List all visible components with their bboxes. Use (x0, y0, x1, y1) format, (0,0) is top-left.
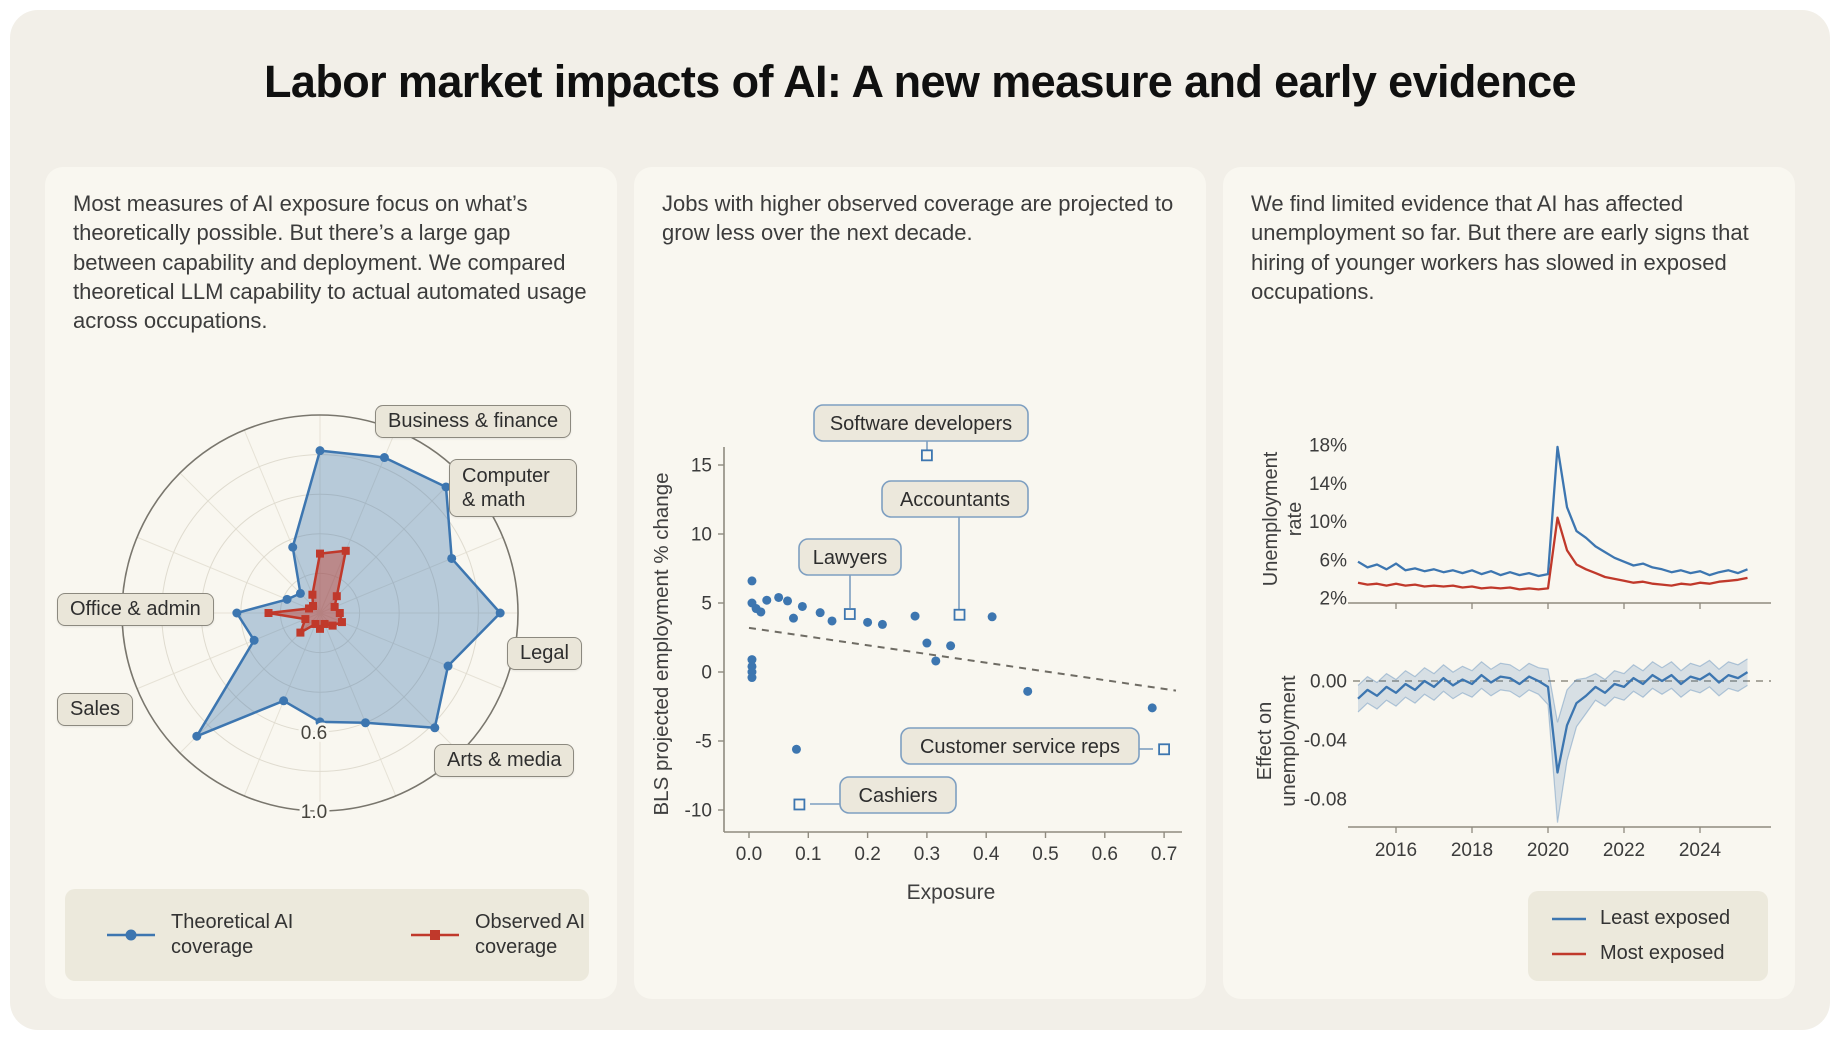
lines-panel-intro: We find limited evidence that AI has aff… (1251, 191, 1749, 304)
svg-text:6%: 6% (1320, 550, 1348, 571)
svg-text:18%: 18% (1309, 436, 1347, 457)
radar-label-computer-math: Computer & math (449, 459, 577, 517)
legend-label-observed: Observed AI coverage (475, 911, 586, 958)
theoretical-coverage-marker-icon (107, 929, 155, 941)
svg-text:Cashiers: Cashiers (859, 785, 938, 807)
svg-text:0.5: 0.5 (1032, 844, 1058, 865)
svg-text:2018: 2018 (1451, 840, 1493, 861)
legend-label-least-exposed: Least exposed (1600, 907, 1731, 929)
svg-text:2%: 2% (1320, 589, 1348, 610)
svg-text:0.1: 0.1 (795, 844, 821, 865)
radar-ring-label: 0.6 (301, 723, 327, 744)
svg-text:Software developers: Software developers (830, 413, 1012, 435)
radar-series-theoretical (192, 446, 505, 741)
page-title: Labor market impacts of AI: A new measur… (264, 56, 1577, 107)
svg-text:-5: -5 (695, 732, 712, 753)
legend-label-most-exposed: Most exposed (1600, 942, 1725, 964)
svg-text:0.00: 0.00 (1310, 672, 1347, 693)
legend-item-observed: Observed AI coverage (409, 910, 627, 960)
svg-text:0.7: 0.7 (1151, 844, 1177, 865)
svg-text:BLS projected employment % cha: BLS projected employment % change (650, 472, 673, 815)
svg-text:0.0: 0.0 (736, 844, 762, 865)
scatter-callout-accountants: Accountants (881, 480, 1029, 621)
svg-text:0.6: 0.6 (1092, 844, 1118, 865)
radar-label-sales: Sales (57, 693, 134, 726)
scatter-chart: 15 10 5 0 -5 -10 0.0 0.1 0.2 0.3 0.4 0.5 0.6 0.7 BLS p… (650, 404, 1182, 904)
svg-text:15: 15 (691, 456, 712, 477)
legend-item-theoretical: Theoretical AI coverage (105, 910, 323, 960)
scatter-axes: 15 10 5 0 -5 -10 0.0 0.1 0.2 0.3 0.4 0.5 0.6 0.7 (685, 447, 1182, 865)
svg-text:0.4: 0.4 (973, 844, 1000, 865)
scatter-panel-intro: Jobs with higher observed coverage are p… (662, 191, 1174, 246)
svg-text:2016: 2016 (1375, 840, 1417, 861)
scatter-callout-customer-service-reps: Customer service reps (900, 727, 1170, 765)
scatter-callout-cashiers: Cashiers (793, 776, 957, 814)
svg-text:0: 0 (701, 663, 712, 684)
scatter-points (747, 576, 1157, 754)
most-exposed-line-icon (1552, 952, 1586, 955)
svg-text:Customer service reps: Customer service reps (920, 736, 1120, 758)
radar-label-arts-media: Arts & media (434, 744, 575, 777)
radar-series-observed (264, 546, 350, 637)
svg-text:Lawyers: Lawyers (813, 547, 887, 569)
unemployment-rate-chart: 18% 14% 10% 6% 2% Unemployment rate (1260, 436, 1771, 610)
radar-panel-intro: Most measures of AI exposure focus on wh… (73, 191, 587, 333)
legend-item-least-exposed: Least exposed (1550, 907, 1768, 930)
radar-ring-label: 1.0 (301, 802, 327, 823)
observed-coverage-marker-icon (411, 930, 459, 940)
radar-label-business-finance: Business & finance (375, 405, 572, 438)
svg-text:2020: 2020 (1527, 840, 1569, 861)
bottom-chart-y-label: Effect on unemployment (1254, 675, 1300, 807)
svg-text:2022: 2022 (1603, 840, 1645, 861)
panel-coverage-gap: Most measures of AI exposure focus on wh… (45, 167, 617, 999)
panel-unemployment-lines: We find limited evidence that AI has aff… (1223, 167, 1795, 999)
effect-on-unemployment-chart: 2016 2018 2020 2022 2024 0.00 -0.04 -0.08Effect… (1254, 658, 1771, 861)
radar-chart: 0.6 1.0 (121, 414, 519, 826)
top-chart-y-label: Unemployment rate (1260, 451, 1306, 586)
lines-legend: Least exposed Most exposed (1528, 891, 1768, 981)
svg-text:Accountants: Accountants (900, 489, 1010, 511)
svg-text:0.3: 0.3 (914, 844, 940, 865)
legend-item-most-exposed: Most exposed (1550, 942, 1768, 965)
svg-text:-0.04: -0.04 (1304, 731, 1348, 752)
svg-text:5: 5 (701, 594, 712, 615)
svg-text:14%: 14% (1309, 474, 1347, 495)
scatter-y-axis-label: BLS projected employment % change (650, 472, 673, 815)
least-exposed-line-icon (1552, 917, 1586, 920)
scatter-callout-lawyers: Lawyers (798, 538, 902, 620)
radar-label-legal: Legal (507, 637, 582, 670)
svg-text:2024: 2024 (1679, 840, 1722, 861)
svg-text:-10: -10 (685, 801, 712, 822)
trend-line (748, 626, 1177, 692)
radar-label-office-admin: Office & admin (57, 593, 214, 626)
legend-label-theoretical: Theoretical AI coverage (171, 911, 294, 958)
panel-employment-scatter: Jobs with higher observed coverage are p… (634, 167, 1206, 999)
svg-text:10: 10 (691, 525, 712, 546)
scatter-callout-software-developers: Software developers (813, 404, 1029, 462)
unemployment-line-charts: 18% 14% 10% 6% 2% Unemployment rate 2016 2018 202… (1254, 436, 1771, 861)
radar-legend: Theoretical AI coverage Observed AI cove… (65, 889, 589, 981)
infographic-canvas: Labor market impacts of AI: A new measur… (10, 10, 1830, 1030)
scatter-x-axis-label: Exposure (907, 881, 996, 904)
svg-text:-0.08: -0.08 (1304, 790, 1347, 811)
svg-text:10%: 10% (1309, 512, 1347, 533)
svg-text:0.2: 0.2 (854, 844, 880, 865)
